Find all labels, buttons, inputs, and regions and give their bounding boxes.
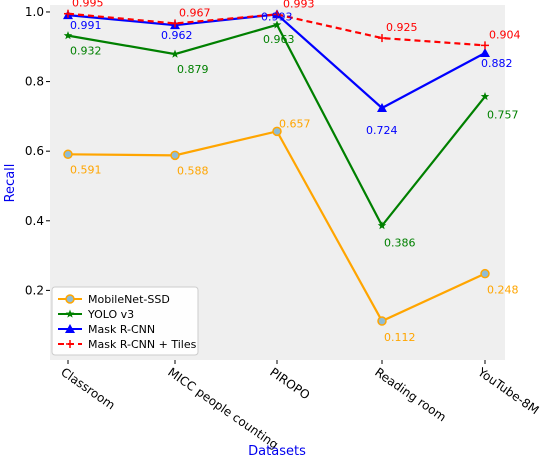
legend: MobileNet-SSD YOLO v3 Mask R-CNN Mask R-CNN… [51, 286, 199, 356]
marker-circle [377, 316, 387, 326]
data-label: 0.993 [261, 10, 293, 23]
series-line [67, 12, 486, 47]
series-yolo-v3 [63, 20, 490, 230]
legend-label: Mask R-CNN [88, 323, 155, 336]
data-label: 0.386 [384, 237, 416, 250]
marker-star [63, 31, 73, 40]
marker-star [272, 20, 282, 29]
marker-circle [170, 150, 180, 161]
data-label: 0.904 [489, 28, 521, 41]
y-tick-label: 0.4 [25, 214, 44, 228]
data-label: 0.963 [263, 33, 295, 46]
y-tick-label: 1.0 [25, 5, 44, 19]
marker-star [170, 49, 180, 58]
marker-star [480, 92, 490, 101]
series-mask-r-cnn-tiles [64, 9, 489, 50]
data-label: 0.657 [279, 117, 311, 130]
series-layer [63, 9, 490, 326]
marker-circle [65, 294, 75, 304]
x-tick-label: PIROPO [267, 365, 312, 402]
legend-label: MobileNet-SSD [88, 293, 170, 306]
legend-label: Mask R-CNN + Tiles [88, 338, 197, 351]
data-label: 0.995 [72, 0, 104, 10]
y-tick-label: 0.8 [25, 75, 44, 89]
x-tick-label: MICC people counting [165, 365, 281, 452]
series-mobilenet-ssd [63, 126, 490, 326]
marker-star [65, 309, 75, 318]
marker-star [377, 221, 387, 230]
data-label: 0.724 [366, 124, 398, 137]
data-label: 0.112 [384, 331, 416, 344]
x-tick-label: YouTube-8M [474, 364, 541, 417]
y-axis-title: Recall [3, 164, 18, 203]
x-axis-title: Datasets [248, 444, 306, 459]
data-label: 0.588 [177, 164, 209, 177]
data-label: 0.932 [70, 45, 102, 58]
data-label: 0.248 [487, 284, 519, 297]
data-label: 0.993 [283, 0, 315, 10]
data-label: 0.882 [481, 57, 513, 70]
marker-circle [272, 126, 282, 137]
marker-triangle [377, 103, 387, 113]
marker-circle [480, 268, 490, 279]
x-tick-label: Classroom [58, 365, 117, 412]
marker-circle [63, 149, 73, 160]
marker-triangle [65, 324, 75, 333]
y-tick-label: 0.2 [25, 283, 44, 297]
y-axis: 0.2 0.4 0.6 0.8 1.0 [25, 5, 50, 297]
x-tick-label: Reading room [372, 365, 448, 424]
data-label: 0.962 [161, 29, 193, 42]
marker-triangle [480, 48, 490, 58]
data-label: 0.591 [70, 163, 102, 176]
y-tick-label: 0.6 [25, 144, 44, 158]
legend-box [51, 286, 199, 356]
legend-label: YOLO v3 [87, 308, 134, 321]
data-label: 0.967 [179, 6, 211, 19]
data-label: 0.879 [177, 63, 209, 76]
data-label: 0.757 [487, 109, 519, 122]
data-label: 0.991 [70, 19, 102, 32]
data-label: 0.925 [386, 21, 418, 34]
data-labels-layer: 0.591 0.588 0.657 0.112 0.248 0.932 0.879 0.963… [70, 0, 521, 344]
